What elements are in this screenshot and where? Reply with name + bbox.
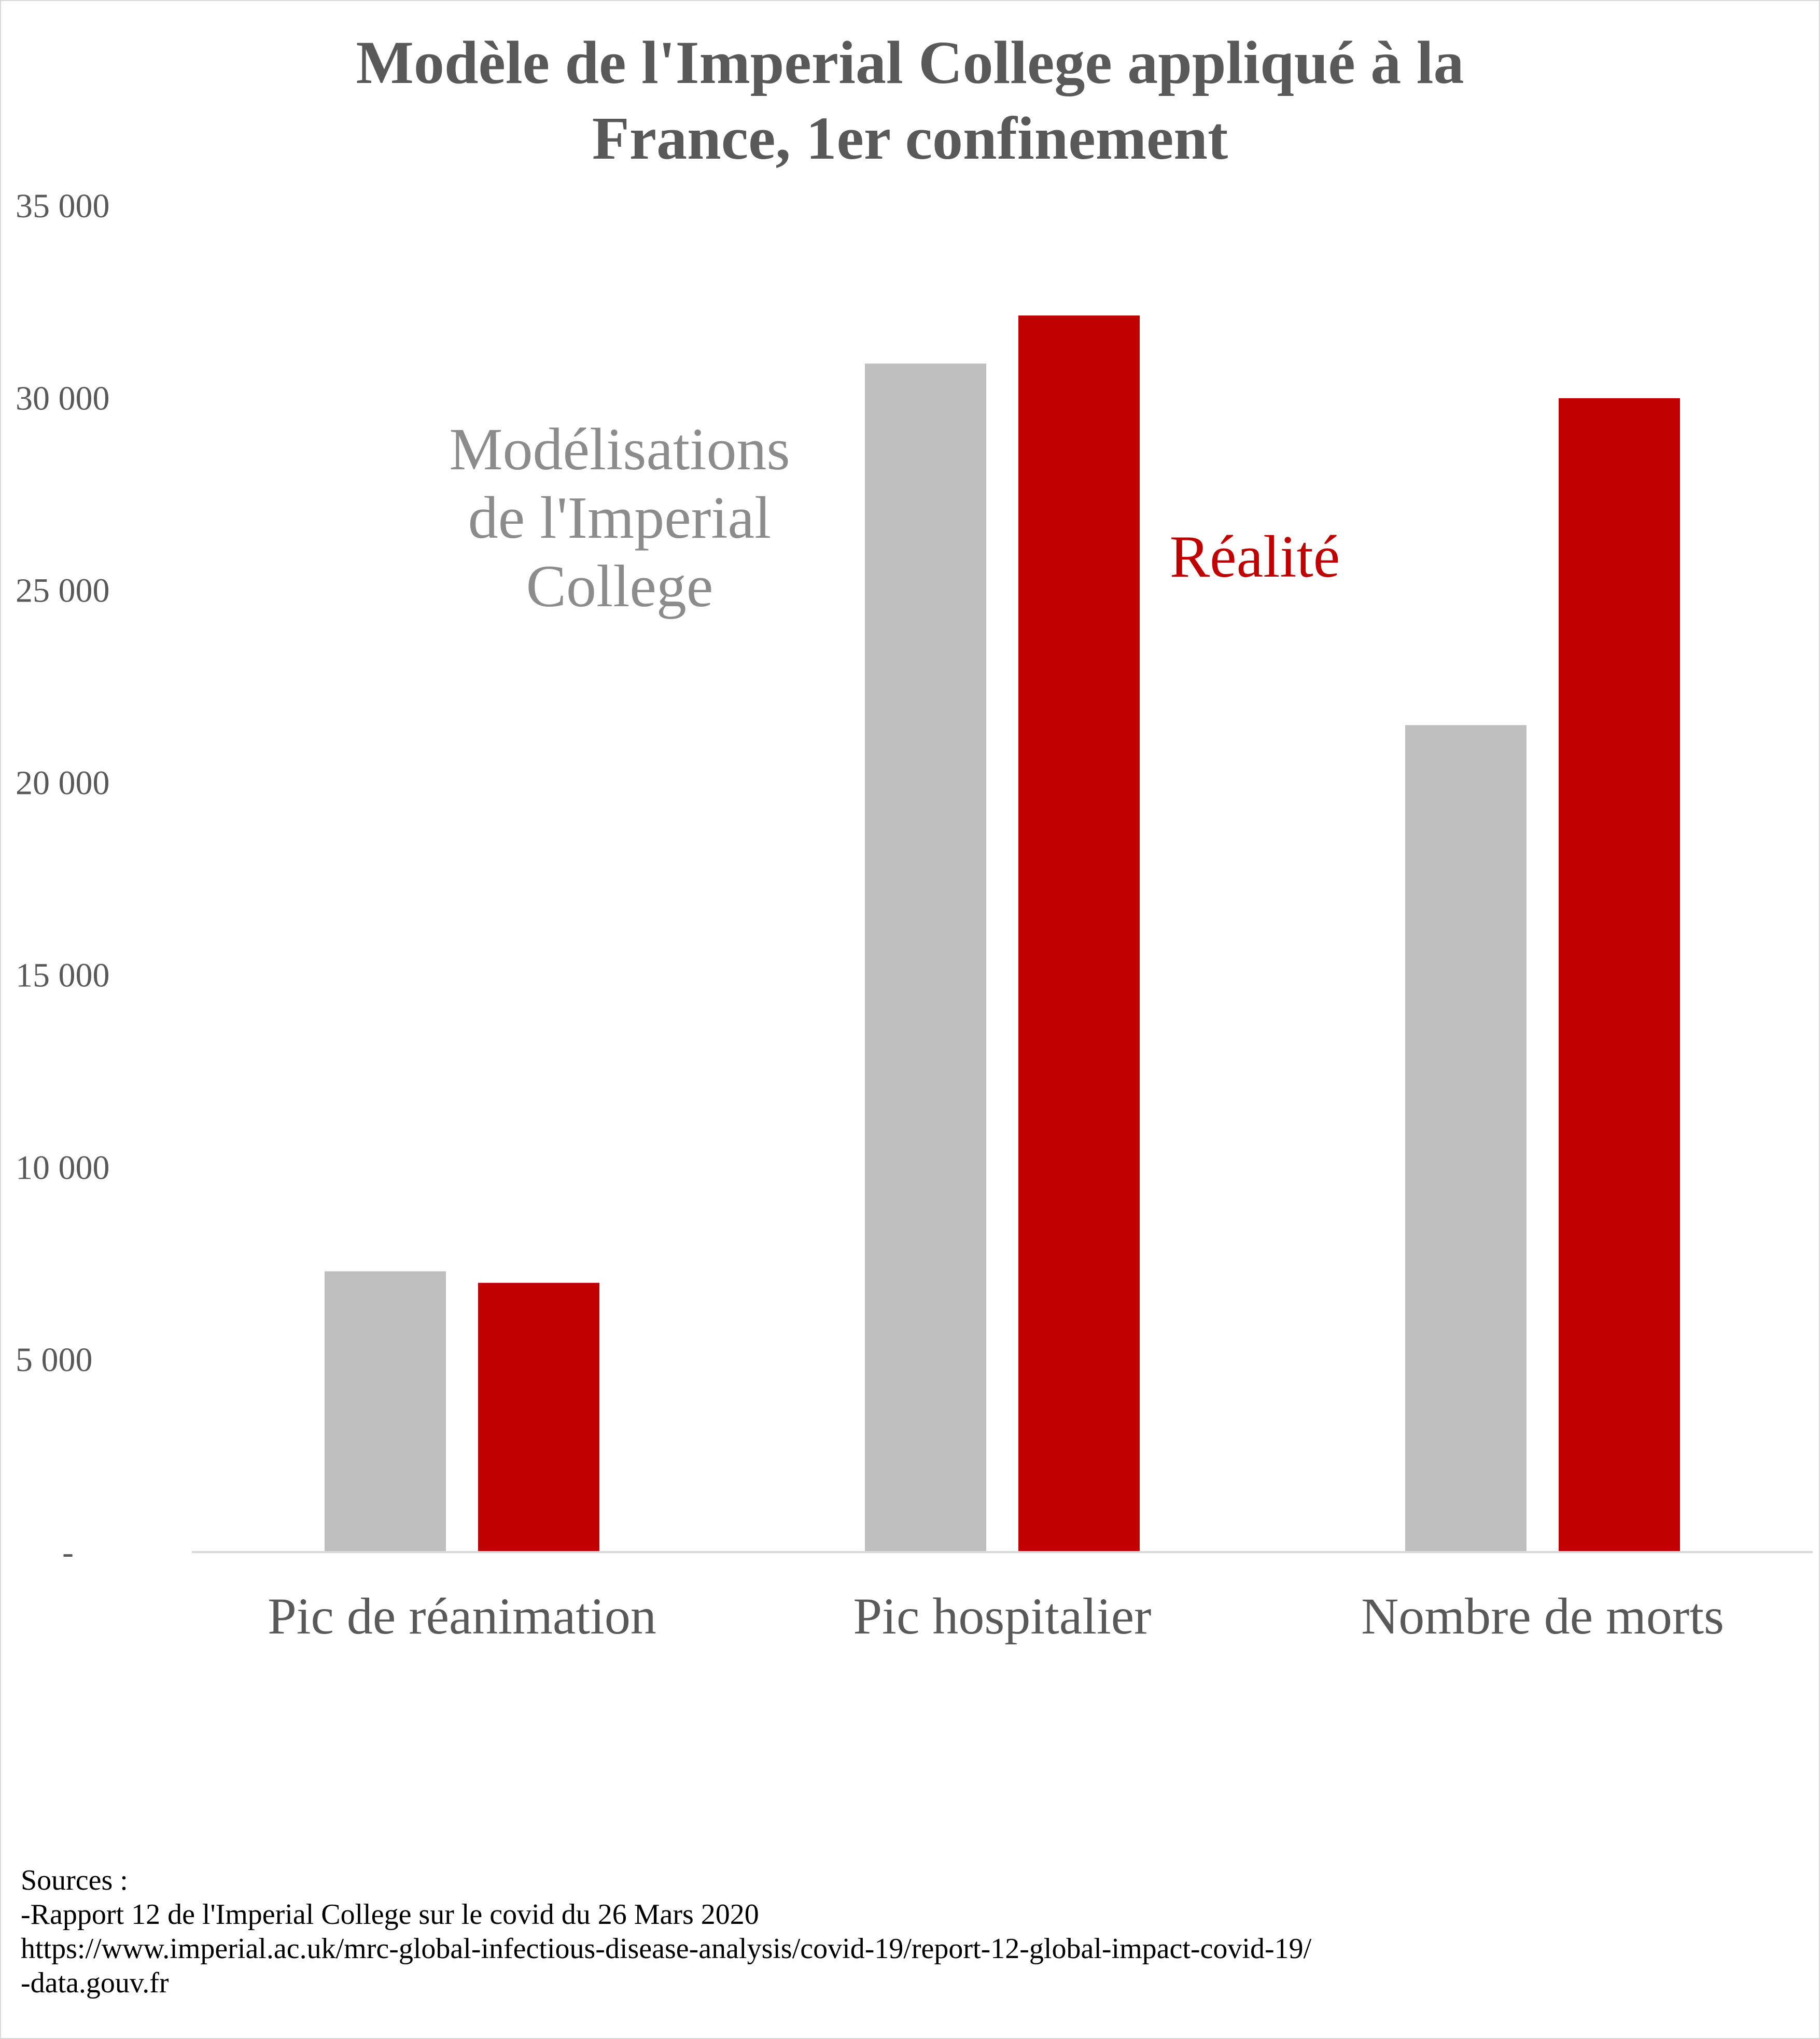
x-category-label: Pic de réanimation xyxy=(268,1587,656,1645)
chart-title-line-1: Modèle de l'Imperial College appliqué à … xyxy=(356,29,1464,96)
bar-model xyxy=(865,364,986,1553)
chart-title-line-2: France, 1er confinement xyxy=(592,104,1228,172)
sources-line-2: https://www.imperial.ac.uk/mrc-global-in… xyxy=(21,1933,1312,1965)
series-label-model: Modélisations xyxy=(449,416,790,483)
y-tick-label: 5 000 xyxy=(16,1341,93,1379)
series-label-model: College xyxy=(526,553,713,620)
y-tick-label: 30 000 xyxy=(16,380,110,417)
x-category-label: Pic hospitalier xyxy=(853,1587,1152,1645)
bar-model xyxy=(1405,725,1527,1552)
bar-reality xyxy=(478,1282,599,1552)
x-category-label: Nombre de morts xyxy=(1361,1587,1724,1645)
series-label-model: de l'Imperial xyxy=(468,485,772,551)
sources-heading: Sources : xyxy=(21,1864,128,1896)
y-tick-label: 25 000 xyxy=(16,572,110,610)
sources-line-1: -Rapport 12 de l'Imperial College sur le… xyxy=(21,1898,759,1931)
y-tick-label: - xyxy=(62,1533,74,1571)
y-tick-label: 15 000 xyxy=(16,956,110,994)
bar-reality xyxy=(1559,398,1680,1552)
sources-line-3: -data.gouv.fr xyxy=(21,1967,169,1999)
y-tick-label: 10 000 xyxy=(16,1149,110,1186)
y-tick-label: 20 000 xyxy=(16,764,110,802)
bar-model xyxy=(325,1271,446,1552)
series-label-reality: Réalité xyxy=(1170,524,1340,590)
bar-reality xyxy=(1018,315,1140,1552)
y-tick-label: 35 000 xyxy=(16,187,110,225)
